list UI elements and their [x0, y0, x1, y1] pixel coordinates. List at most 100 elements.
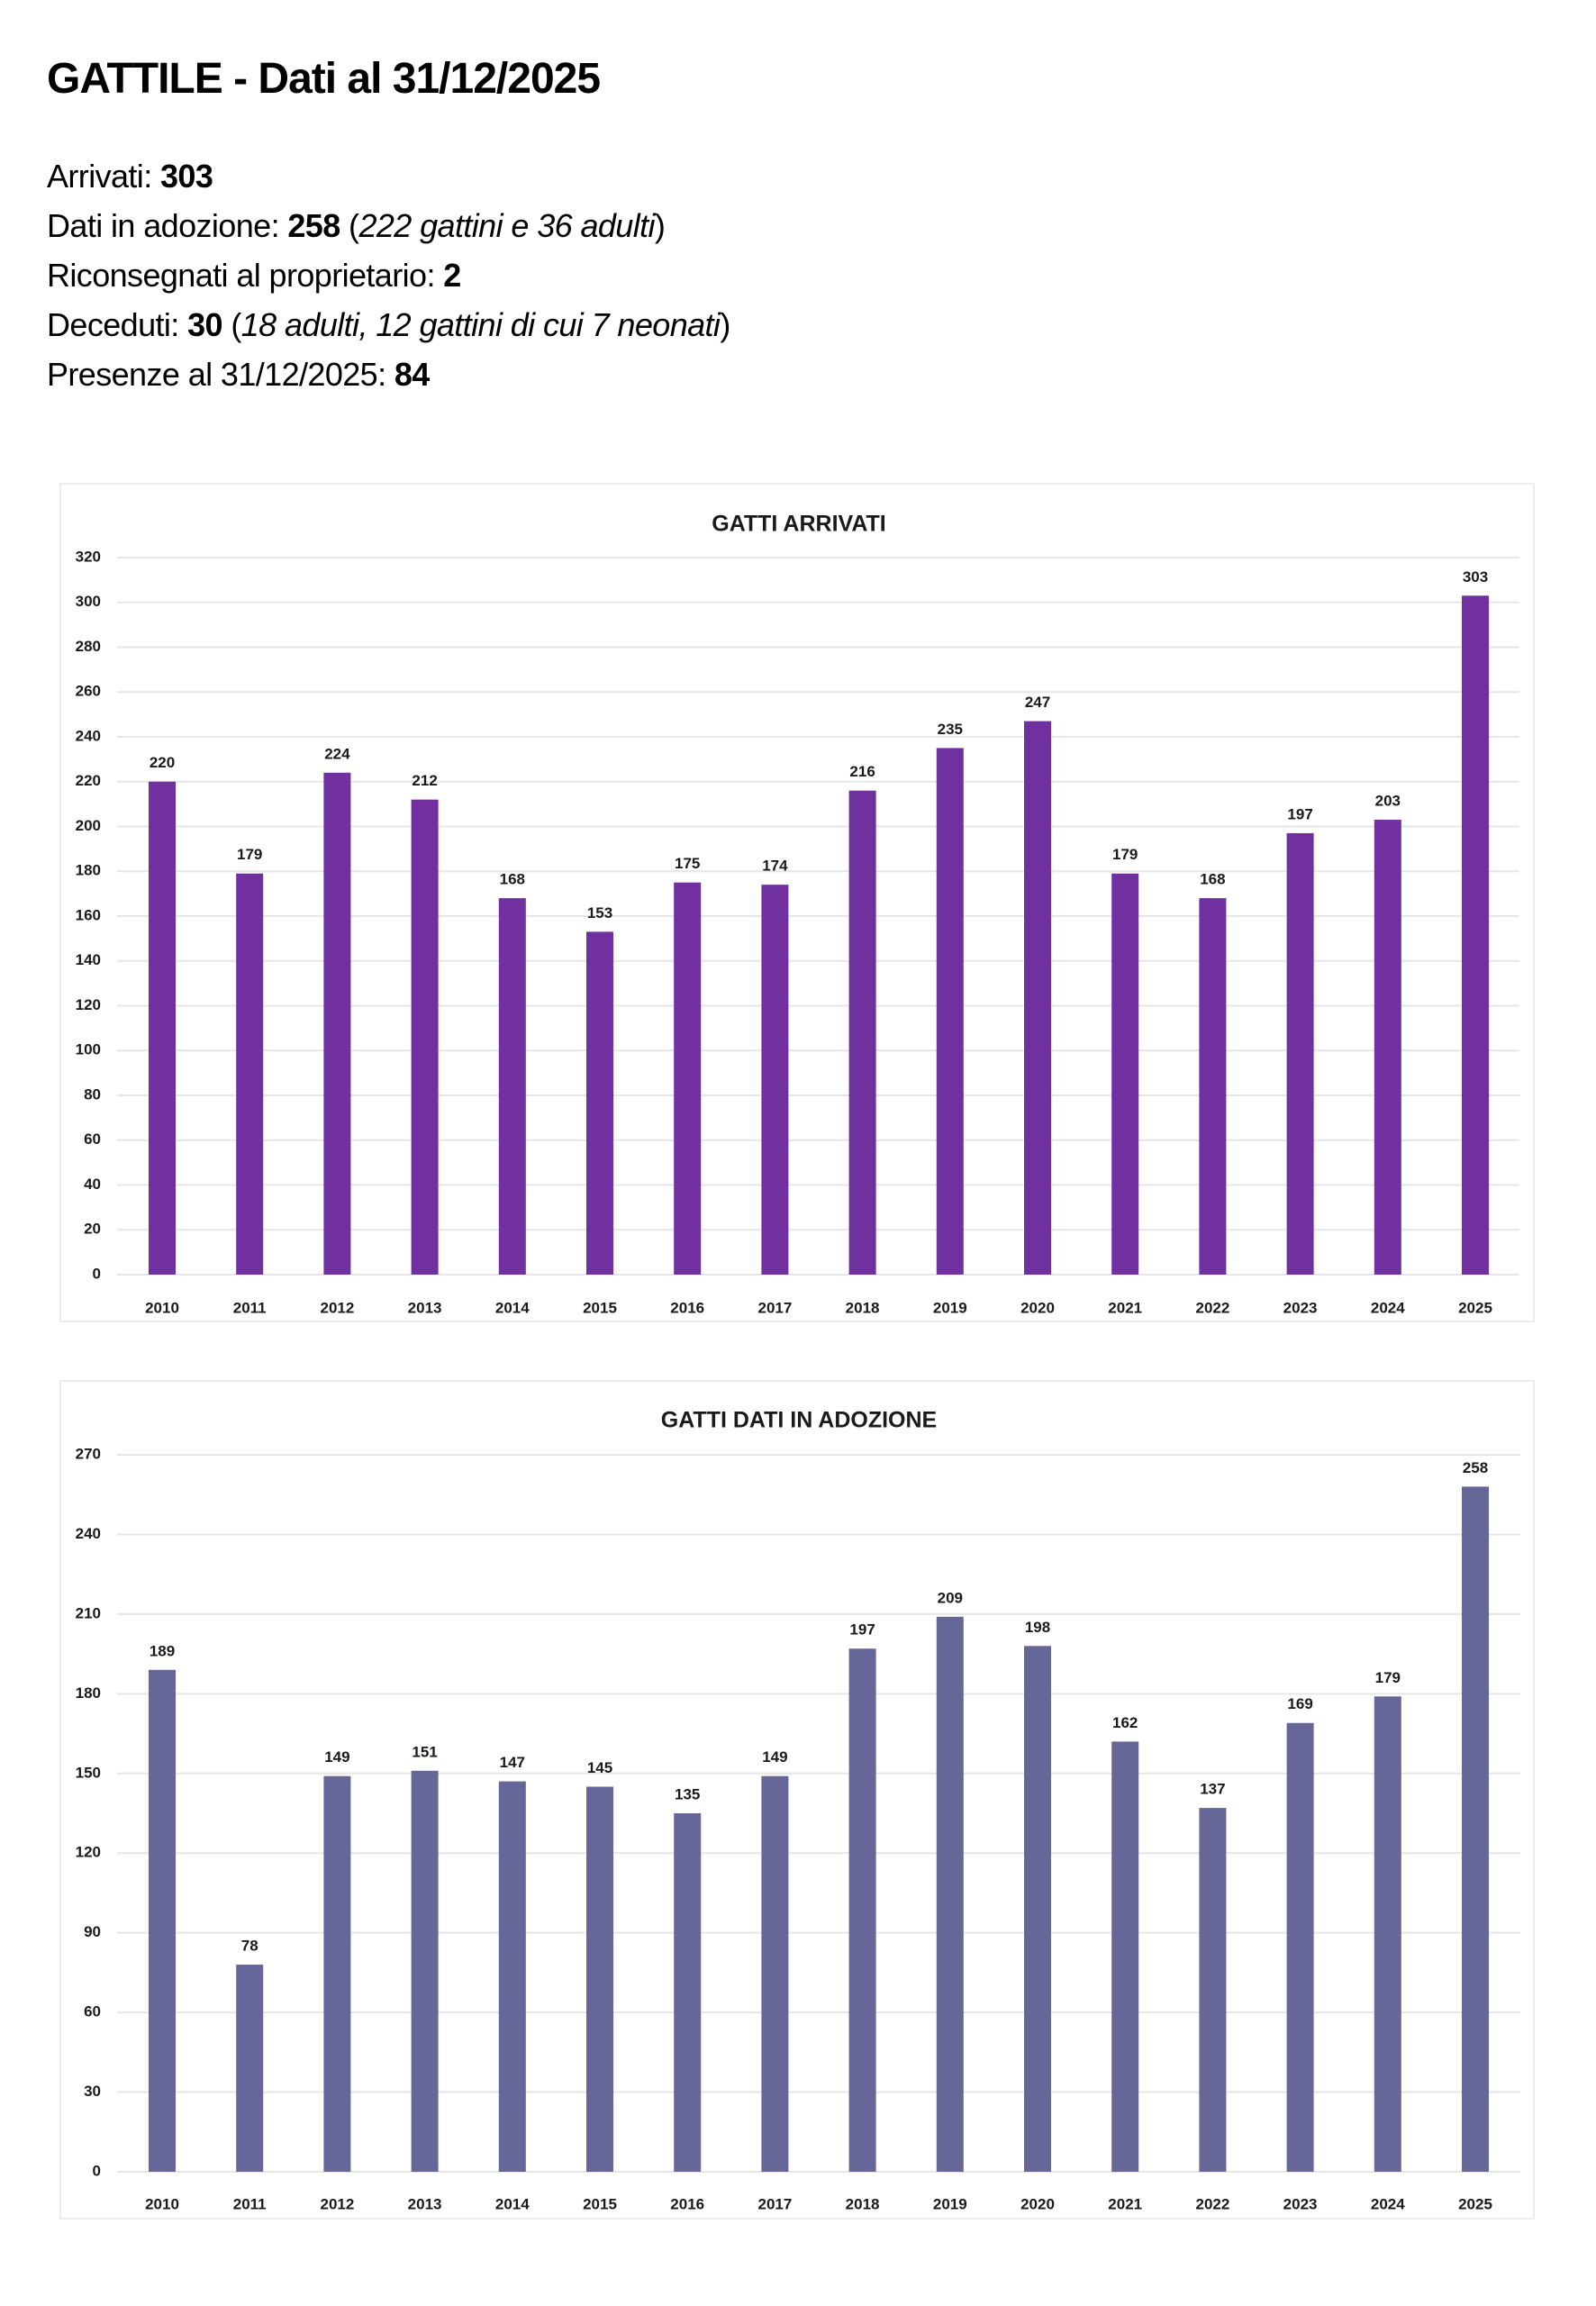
y-tick-label: 80 [84, 1085, 101, 1103]
y-tick-label: 120 [76, 1844, 101, 1861]
data-label: 179 [1375, 1669, 1401, 1686]
stats-summary: Arrivati: 303 Dati in adozione: 258 (222… [47, 151, 730, 399]
bar-2020 [1024, 1646, 1051, 2172]
y-tick-label: 0 [93, 1265, 101, 1282]
x-tick-label: 2012 [320, 2195, 354, 2212]
data-label: 179 [1112, 846, 1138, 863]
data-label: 169 [1287, 1695, 1312, 1712]
bar-2019 [936, 1616, 964, 2172]
stat-value: 30 [187, 306, 222, 343]
y-tick-label: 120 [76, 996, 101, 1013]
x-tick-label: 2024 [1371, 2195, 1405, 2212]
bar-2025 [1462, 1486, 1489, 2172]
stat-detail-close: ) [720, 306, 730, 343]
x-tick-label: 2016 [670, 2195, 704, 2212]
stat-presenze: Presenze al 31/12/2025: 84 [47, 350, 730, 399]
y-tick-label: 60 [84, 1130, 101, 1148]
bar-2016 [674, 882, 702, 1275]
bar-2018 [848, 790, 876, 1275]
data-label: 216 [849, 763, 875, 780]
bar-2016 [674, 1813, 702, 2172]
data-label: 179 [237, 846, 262, 863]
chart-gatti-adozione: GATTI DATI IN ADOZIONE 0 30 60 90 120 150 180 21… [59, 1380, 1535, 2220]
data-label: 168 [500, 871, 525, 888]
stat-value: 84 [394, 356, 430, 393]
bar-chart-arrivati: GATTI ARRIVATI 0 20 40 60 80 100 120 140 160 180 20… [76, 512, 1519, 1316]
page-title: GATTILE - Dati al 31/12/2025 [47, 55, 601, 103]
x-tick-label: 2019 [933, 1299, 967, 1316]
bar-2010 [149, 1669, 176, 2172]
x-tick-label: 2021 [1108, 2195, 1142, 2212]
x-tick-label: 2011 [233, 2195, 267, 2212]
y-tick-label: 320 [76, 548, 101, 565]
x-tick-label: 2016 [670, 1299, 704, 1316]
y-tick-label: 220 [76, 772, 101, 789]
y-tick-label: 160 [76, 906, 101, 923]
stat-detail-close: ) [654, 207, 666, 244]
x-tick-label: 2024 [1371, 1299, 1405, 1316]
stat-value: 303 [160, 158, 213, 195]
data-label: 258 [1463, 1459, 1488, 1476]
data-label: 78 [241, 1938, 258, 1955]
data-label: 247 [1025, 694, 1050, 711]
y-tick-label: 210 [76, 1604, 101, 1621]
bar-2011 [236, 873, 264, 1275]
stat-value: 258 [287, 207, 340, 244]
x-tick-label: 2022 [1195, 2195, 1229, 2212]
stat-label: Riconsegnati al proprietario: [47, 257, 444, 294]
stat-label: Dati in adozione: [47, 207, 288, 244]
y-tick-label: 180 [76, 862, 101, 879]
data-label: 235 [938, 721, 963, 738]
bar-2014 [498, 1781, 526, 2172]
data-label: 153 [587, 904, 612, 921]
bar-2024 [1374, 820, 1401, 1275]
stat-riconsegnati: Riconsegnati al proprietario: 2 [47, 250, 730, 300]
x-tick-label: 2020 [1020, 2195, 1055, 2212]
x-tick-label: 2022 [1195, 1299, 1229, 1316]
stat-label: Presenze al 31/12/2025: [47, 356, 394, 393]
stat-detail: 222 gattini e 36 adulti [358, 207, 655, 244]
bar-2022 [1199, 898, 1227, 1275]
data-label: 149 [324, 1748, 349, 1766]
x-tick-label: 2015 [583, 2195, 617, 2212]
x-tick-label: 2018 [846, 1299, 880, 1316]
bar-2021 [1111, 1741, 1139, 2172]
data-label: 224 [324, 745, 350, 762]
y-tick-label: 270 [76, 1445, 101, 1462]
stat-arrivati: Arrivati: 303 [47, 151, 730, 201]
data-label: 203 [1375, 793, 1401, 810]
bar-2013 [411, 1770, 439, 2172]
y-tick-label: 300 [76, 593, 101, 610]
data-label: 189 [150, 1642, 175, 1659]
y-tick-label: 30 [84, 2083, 101, 2100]
x-tick-label: 2012 [320, 1299, 354, 1316]
stat-adozione: Dati in adozione: 258 (222 gattini e 36 … [47, 201, 730, 250]
stat-detail: 18 adulti, 12 gattini di cui 7 neonati [240, 306, 721, 343]
bar-2022 [1199, 1808, 1227, 2172]
bar-2015 [586, 931, 613, 1275]
stat-detail-open: ( [222, 306, 241, 343]
x-tick-label: 2015 [583, 1299, 617, 1316]
stat-value: 2 [443, 257, 461, 294]
data-label: 197 [849, 1621, 875, 1639]
bar-2010 [149, 781, 176, 1275]
x-tick-label: 2013 [408, 2195, 442, 2212]
bar-2024 [1374, 1696, 1401, 2172]
y-tick-label: 150 [76, 1764, 101, 1781]
y-tick-label: 200 [76, 817, 101, 834]
bar-2025 [1462, 595, 1489, 1275]
stat-label: Arrivati: [47, 158, 161, 195]
x-tick-label: 2018 [846, 2195, 880, 2212]
data-label: 147 [500, 1754, 525, 1771]
x-tick-label: 2023 [1283, 1299, 1318, 1316]
x-tick-label: 2020 [1020, 1299, 1055, 1316]
x-tick-label: 2014 [495, 1299, 530, 1316]
y-tick-label: 90 [84, 1923, 101, 1940]
y-tick-label: 240 [76, 727, 101, 744]
bar-2021 [1111, 873, 1139, 1275]
bar-2018 [848, 1648, 876, 2172]
data-label: 209 [938, 1589, 963, 1606]
data-label: 175 [675, 855, 700, 872]
y-tick-label: 280 [76, 638, 101, 655]
stat-label: Deceduti: [47, 306, 188, 343]
